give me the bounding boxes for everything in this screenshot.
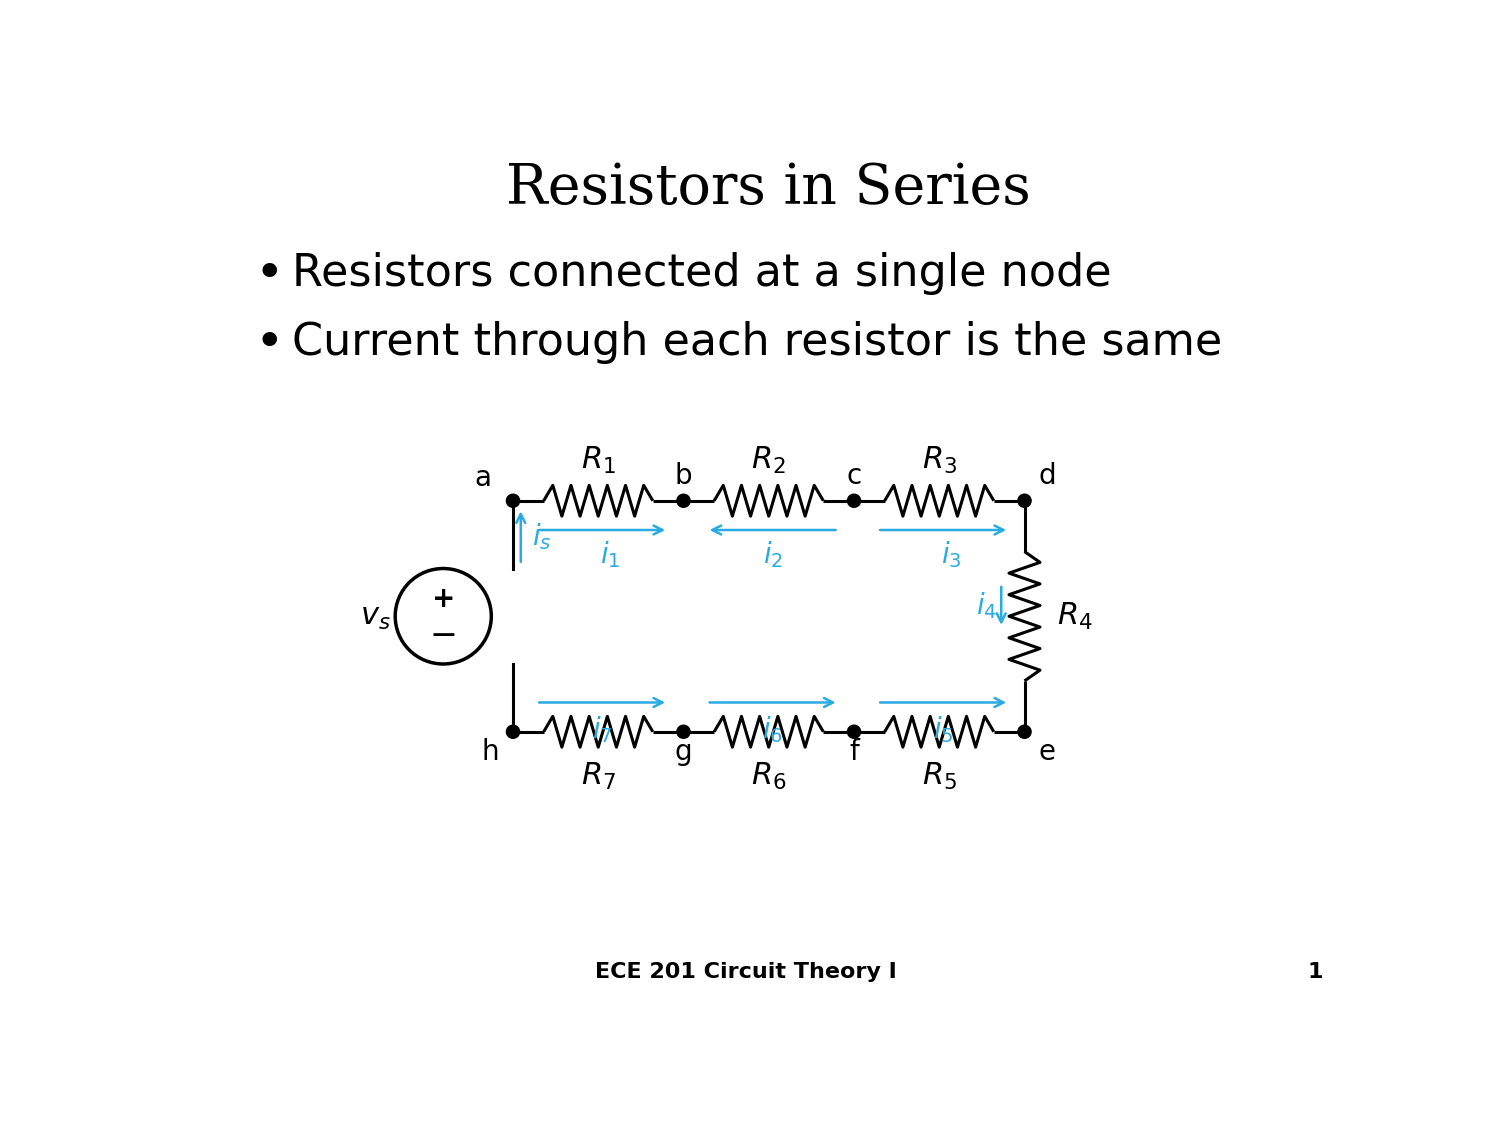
Text: $i_4$: $i_4$: [976, 591, 998, 621]
Text: f: f: [849, 738, 859, 766]
Text: $R_4$: $R_4$: [1058, 601, 1092, 632]
Text: +: +: [432, 585, 454, 613]
Text: e: e: [1038, 738, 1056, 766]
Text: b: b: [675, 462, 693, 490]
Text: $R_5$: $R_5$: [922, 760, 957, 792]
Text: $i_3$: $i_3$: [940, 539, 962, 570]
Text: $i_1$: $i_1$: [600, 539, 619, 570]
Text: Resistors connected at a single node: Resistors connected at a single node: [292, 252, 1112, 295]
Text: c: c: [846, 462, 861, 490]
Circle shape: [507, 494, 519, 507]
Text: d: d: [1038, 462, 1056, 490]
Text: $i_6$: $i_6$: [762, 714, 783, 745]
Circle shape: [1019, 726, 1031, 738]
Circle shape: [676, 494, 690, 507]
Text: $R_2$: $R_2$: [752, 446, 786, 476]
Text: −: −: [429, 619, 457, 652]
Text: Resistors in Series: Resistors in Series: [507, 162, 1030, 216]
Text: $i_2$: $i_2$: [762, 539, 783, 570]
Text: $R_1$: $R_1$: [580, 446, 615, 476]
Text: g: g: [675, 738, 693, 766]
Text: $v_s$: $v_s$: [360, 601, 390, 632]
Text: $i_s$: $i_s$: [532, 521, 552, 552]
Text: •: •: [254, 318, 284, 367]
Text: 1: 1: [1308, 962, 1323, 982]
Circle shape: [507, 726, 519, 738]
Text: $R_7$: $R_7$: [580, 760, 615, 792]
Text: ECE 201 Circuit Theory I: ECE 201 Circuit Theory I: [594, 962, 897, 982]
Text: $R_6$: $R_6$: [752, 760, 786, 792]
Circle shape: [1019, 494, 1031, 507]
Circle shape: [847, 726, 861, 738]
Circle shape: [676, 726, 690, 738]
Text: $i_5$: $i_5$: [933, 714, 954, 745]
Text: $i_7$: $i_7$: [592, 714, 612, 745]
Text: a: a: [474, 464, 492, 492]
Text: h: h: [482, 738, 500, 766]
Text: $R_3$: $R_3$: [921, 446, 957, 476]
Text: Current through each resistor is the same: Current through each resistor is the sam…: [292, 322, 1222, 365]
Circle shape: [847, 494, 861, 507]
Text: •: •: [254, 250, 284, 298]
